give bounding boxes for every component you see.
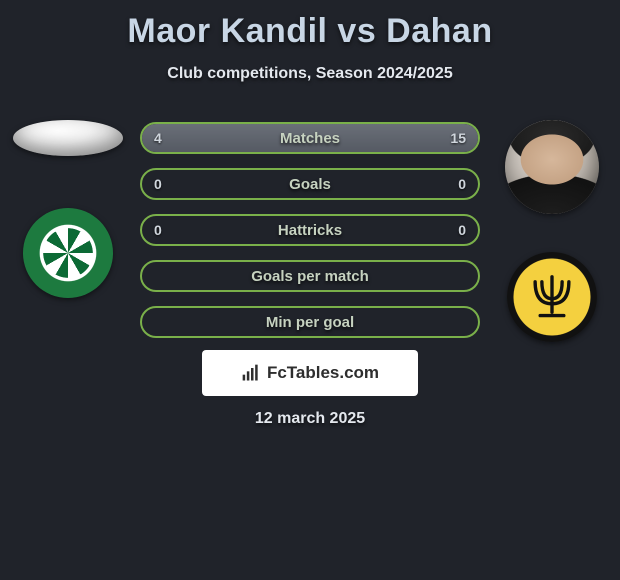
player-left-column bbox=[8, 120, 128, 298]
stat-label: Min per goal bbox=[266, 314, 354, 331]
bar-chart-icon bbox=[241, 363, 261, 383]
watermark-label: FcTables.com bbox=[267, 363, 379, 383]
menorah-icon bbox=[525, 270, 579, 324]
player-left-photo bbox=[13, 120, 123, 156]
page-subtitle: Club competitions, Season 2024/2025 bbox=[0, 65, 620, 83]
stat-row-hattricks: 0 0 Hattricks bbox=[140, 214, 480, 246]
stat-label: Hattricks bbox=[278, 222, 342, 239]
player-right-column bbox=[492, 120, 612, 342]
stat-fill-right bbox=[213, 124, 478, 152]
stat-value-left: 0 bbox=[154, 176, 162, 192]
stat-row-matches: 4 15 Matches bbox=[140, 122, 480, 154]
stat-label: Goals bbox=[289, 176, 331, 193]
stat-row-gpm: Goals per match bbox=[140, 260, 480, 292]
stat-row-mpg: Min per goal bbox=[140, 306, 480, 338]
stat-label: Matches bbox=[280, 130, 340, 147]
stat-row-goals: 0 0 Goals bbox=[140, 168, 480, 200]
stat-value-right: 15 bbox=[450, 130, 466, 146]
player-right-photo bbox=[505, 120, 599, 214]
watermark: FcTables.com bbox=[202, 350, 418, 396]
club-right-badge bbox=[507, 252, 597, 342]
stats-container: 4 15 Matches 0 0 Goals 0 0 Hattricks Goals per ma… bbox=[140, 122, 480, 338]
stat-value-left: 4 bbox=[154, 130, 162, 146]
stat-value-left: 0 bbox=[154, 222, 162, 238]
stat-value-right: 0 bbox=[458, 176, 466, 192]
stat-value-right: 0 bbox=[458, 222, 466, 238]
player-right-face bbox=[505, 120, 599, 214]
page-title: Maor Kandil vs Dahan bbox=[0, 0, 620, 51]
stat-label: Goals per match bbox=[251, 268, 369, 285]
date-line: 12 march 2025 bbox=[0, 410, 620, 428]
stat-fill-left bbox=[142, 124, 213, 152]
club-left-badge bbox=[23, 208, 113, 298]
